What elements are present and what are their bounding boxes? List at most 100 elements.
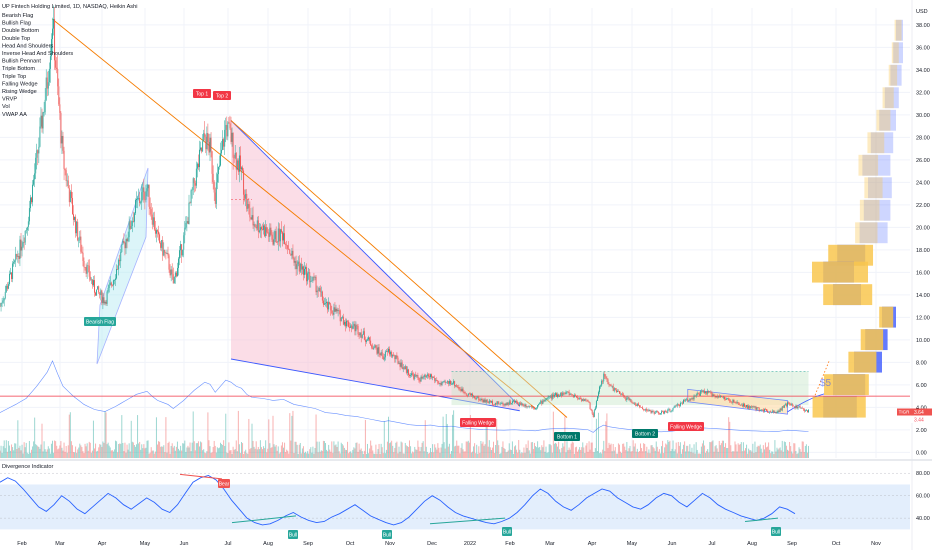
candle-body	[44, 112, 45, 113]
volume-bar	[132, 442, 133, 458]
volume-bar	[63, 451, 64, 458]
candle-body	[180, 244, 181, 250]
candle-body	[210, 138, 211, 153]
candle-body	[776, 412, 777, 413]
volume-bar	[151, 447, 152, 458]
volume-bar	[417, 441, 418, 458]
candle-body	[766, 409, 767, 411]
volume-bar	[383, 453, 384, 458]
volume-bar	[675, 449, 676, 458]
volume-bar	[511, 450, 512, 458]
candle-body	[391, 352, 392, 357]
candle-body	[193, 178, 194, 190]
candle-body	[251, 217, 252, 219]
volume-bar	[147, 441, 148, 458]
volume-bar	[60, 441, 61, 458]
candle-body	[587, 400, 588, 401]
volume-bar	[435, 448, 436, 458]
volume-bar	[12, 447, 13, 458]
candle-body	[342, 317, 343, 318]
volume-bar	[328, 445, 329, 458]
volume-bar	[644, 444, 645, 458]
candle-body	[434, 378, 435, 381]
legend-item[interactable]: VWAP AA	[2, 112, 27, 118]
volume-bar	[168, 443, 169, 458]
x-tick-label: Mar	[55, 541, 65, 547]
volume-bar	[796, 454, 797, 458]
volume-bar	[390, 442, 391, 458]
candle-body	[260, 227, 261, 230]
legend-item[interactable]: Inverse Head And Shoulders	[2, 51, 73, 57]
candle-body	[240, 155, 241, 169]
volume-bar	[204, 452, 205, 458]
volume-bar	[726, 448, 727, 458]
legend-item[interactable]: Falling Wedge	[2, 81, 38, 87]
candle-body	[42, 116, 43, 129]
candle-body	[66, 170, 67, 181]
volume-bar	[472, 452, 473, 458]
volume-bar	[3, 446, 4, 458]
candle-body	[203, 133, 204, 141]
volume-bar	[392, 446, 393, 458]
legend-item[interactable]: Vol	[2, 104, 10, 110]
candle-body	[284, 233, 285, 244]
volume-bar	[578, 450, 579, 458]
candle-body	[645, 409, 646, 411]
legend-item[interactable]: Bearish Flag	[2, 13, 33, 19]
volume-bar	[173, 448, 174, 458]
volume-bar	[214, 441, 215, 458]
volume-bar	[334, 445, 335, 458]
volume-bar	[526, 444, 527, 458]
volume-bar	[263, 446, 264, 458]
legend-item[interactable]: Rising Wedge	[2, 89, 37, 95]
candle-body	[294, 258, 295, 263]
candle-body	[747, 405, 748, 408]
oscillator-band	[0, 484, 910, 529]
legend-item[interactable]: Bullish Pennant	[2, 59, 41, 65]
legend-item[interactable]: Triple Top	[2, 74, 26, 80]
volume-bar	[799, 447, 800, 458]
legend-item[interactable]: Triple Bottom	[2, 66, 35, 72]
candle-body	[491, 401, 492, 402]
candle-body	[252, 215, 253, 219]
candle-body	[484, 400, 485, 403]
candle-body	[444, 381, 445, 382]
volume-bar	[223, 440, 224, 458]
volume-bar	[177, 442, 178, 458]
volume-bar	[121, 415, 122, 458]
legend-item[interactable]: VRVP	[2, 97, 17, 103]
candle-body	[715, 396, 716, 397]
candle-body	[590, 403, 591, 409]
volume-bar	[677, 453, 678, 458]
volume-bar	[156, 417, 157, 458]
candle-body	[378, 347, 379, 354]
candle-body	[106, 302, 107, 304]
legend-item[interactable]: Bullish Flag	[2, 21, 31, 27]
candle-body	[451, 384, 452, 385]
candle-body	[433, 377, 434, 378]
volume-bar	[730, 445, 731, 458]
x-tick-label: Nov	[385, 541, 395, 547]
volume-bar	[71, 441, 72, 458]
legend-item[interactable]: Double Top	[2, 36, 30, 42]
candle-body	[493, 405, 494, 406]
volume-bar	[746, 445, 747, 458]
candle-body	[246, 194, 247, 209]
volume-bar	[225, 414, 226, 458]
candle-body	[257, 220, 258, 228]
volume-bar	[780, 447, 781, 458]
volume-bar	[394, 448, 395, 458]
candle-body	[205, 137, 206, 149]
volume-bar	[82, 451, 83, 458]
candle-body	[403, 367, 404, 369]
legend-item[interactable]: Head And Shoulders	[2, 43, 54, 49]
volume-bar	[471, 452, 472, 458]
candle-body	[152, 215, 153, 225]
candle-body	[247, 204, 248, 209]
volume-bar	[434, 444, 435, 458]
legend-item[interactable]: Double Bottom	[2, 28, 39, 34]
candle-body	[644, 410, 645, 411]
candle-body	[592, 410, 593, 413]
volume-bar	[620, 452, 621, 458]
